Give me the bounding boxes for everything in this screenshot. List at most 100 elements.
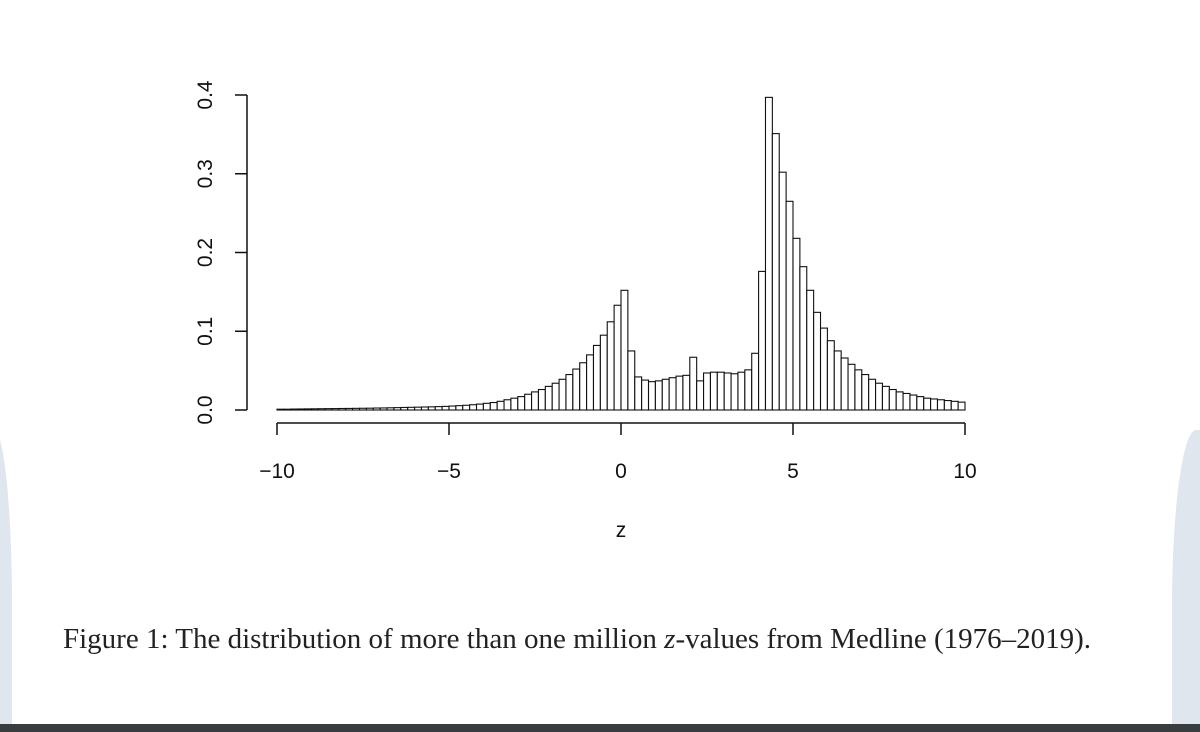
histogram-bar [365, 407, 374, 411]
histogram-bar [819, 327, 828, 411]
histogram-bar [448, 405, 457, 411]
histogram-bar [565, 374, 574, 411]
histogram-bar [482, 402, 491, 411]
histogram-bar [324, 408, 333, 411]
histogram-bar [737, 371, 746, 411]
histogram-bar [310, 408, 319, 411]
histogram-bar [668, 377, 677, 411]
histogram-bar [854, 369, 863, 411]
caption-z-variable: z [664, 623, 676, 655]
histogram-bar [338, 407, 347, 411]
histogram-bar [359, 407, 367, 411]
histogram-bar [675, 375, 684, 411]
histogram-bar [434, 406, 443, 411]
histogram-bar [586, 354, 595, 411]
histogram-bar [654, 380, 663, 411]
histogram-bar [290, 408, 299, 411]
y-tick-label: 0.4 [194, 80, 217, 110]
histogram-bar [902, 392, 911, 411]
figure-caption: Figure 1: The distribution of more than … [63, 620, 1143, 659]
histogram-bar [861, 374, 870, 411]
histogram-bar [551, 382, 560, 411]
histogram-bar [407, 406, 416, 411]
histogram-bar [510, 397, 519, 411]
histogram-bar [744, 369, 753, 411]
x-tick-label: 0 [615, 460, 627, 483]
histogram-bar [303, 408, 312, 411]
histogram-bar [599, 334, 608, 411]
x-axis-title: z [616, 519, 627, 542]
histogram-bar [840, 357, 849, 411]
histogram-bar [833, 350, 842, 411]
y-tick-label: 0.2 [194, 238, 217, 267]
bottom-bar [0, 724, 1200, 732]
histogram-bars [276, 96, 966, 411]
x-tick-label: −5 [437, 460, 461, 483]
histogram-bar [517, 396, 526, 411]
histogram-bar [696, 380, 705, 411]
histogram-bar [868, 378, 877, 411]
histogram-bar [799, 266, 808, 411]
histogram-bar [606, 321, 615, 411]
histogram-bar [469, 404, 478, 411]
histogram-bar [400, 406, 409, 411]
histogram-bar [895, 391, 904, 411]
histogram-bar [888, 388, 897, 411]
histogram-bar [909, 394, 918, 411]
y-tick-label: 0.0 [194, 395, 217, 424]
histogram-bar [317, 408, 326, 411]
histogram-bar [758, 270, 767, 411]
histogram-bar [930, 398, 939, 411]
histogram-bar [647, 381, 656, 411]
x-tick-label: −10 [259, 460, 295, 483]
histogram-bar [524, 393, 533, 411]
histogram-bar [826, 340, 835, 411]
histogram-bar [847, 363, 856, 411]
histogram-bar [716, 371, 725, 411]
histogram-bar [379, 407, 388, 411]
histogram-bar [455, 405, 464, 411]
x-axis: −10 −5 0 5 10 [259, 422, 977, 483]
y-tick-label: 0.3 [194, 159, 217, 188]
histogram-bar [462, 404, 471, 411]
y-axis: 0.0 0.1 0.2 0.3 0.4 [194, 80, 248, 425]
histogram-bar [709, 371, 718, 411]
histogram-bar [916, 396, 925, 411]
histogram-bar [703, 372, 711, 411]
caption-prefix: Figure 1: The distribution of more than … [63, 623, 665, 655]
histogram-bar [579, 362, 588, 411]
histogram-bar [537, 388, 546, 411]
histogram-bar [297, 408, 306, 411]
y-tick-label: 0.1 [194, 317, 217, 346]
histogram-bar [283, 408, 292, 411]
histogram-chart: 0.0 0.1 0.2 0.3 0.4 −10 −5 0 5 10 z [194, 80, 977, 542]
histogram-bar [682, 374, 691, 411]
histogram-bar [489, 401, 498, 411]
histogram-bar [957, 401, 966, 411]
histogram-bar [875, 382, 883, 411]
histogram-bar [352, 407, 361, 411]
histogram-bar [372, 407, 381, 411]
histogram-bar [778, 171, 787, 411]
histogram-bar [414, 406, 423, 411]
histogram-bar [785, 200, 794, 411]
histogram-bar [558, 378, 567, 411]
histogram-bar [881, 385, 890, 411]
histogram-bar [661, 378, 670, 411]
histogram-bar [771, 133, 780, 411]
histogram-bar [496, 400, 505, 411]
histogram-bar [475, 403, 484, 411]
caption-suffix: -values from Medline (1976–2019). [675, 623, 1092, 655]
histogram-bar [331, 408, 340, 411]
histogram-bar [345, 407, 354, 411]
histogram-bar [276, 408, 285, 411]
histogram-bar [950, 400, 959, 411]
histogram-bar [544, 385, 553, 411]
histogram-bar [620, 289, 629, 411]
histogram-bar [427, 406, 436, 411]
histogram-bar [943, 399, 952, 411]
histogram-bar [641, 379, 650, 411]
histogram-bar [503, 399, 512, 411]
histogram-bar [806, 289, 815, 411]
histogram-bar [792, 237, 801, 411]
